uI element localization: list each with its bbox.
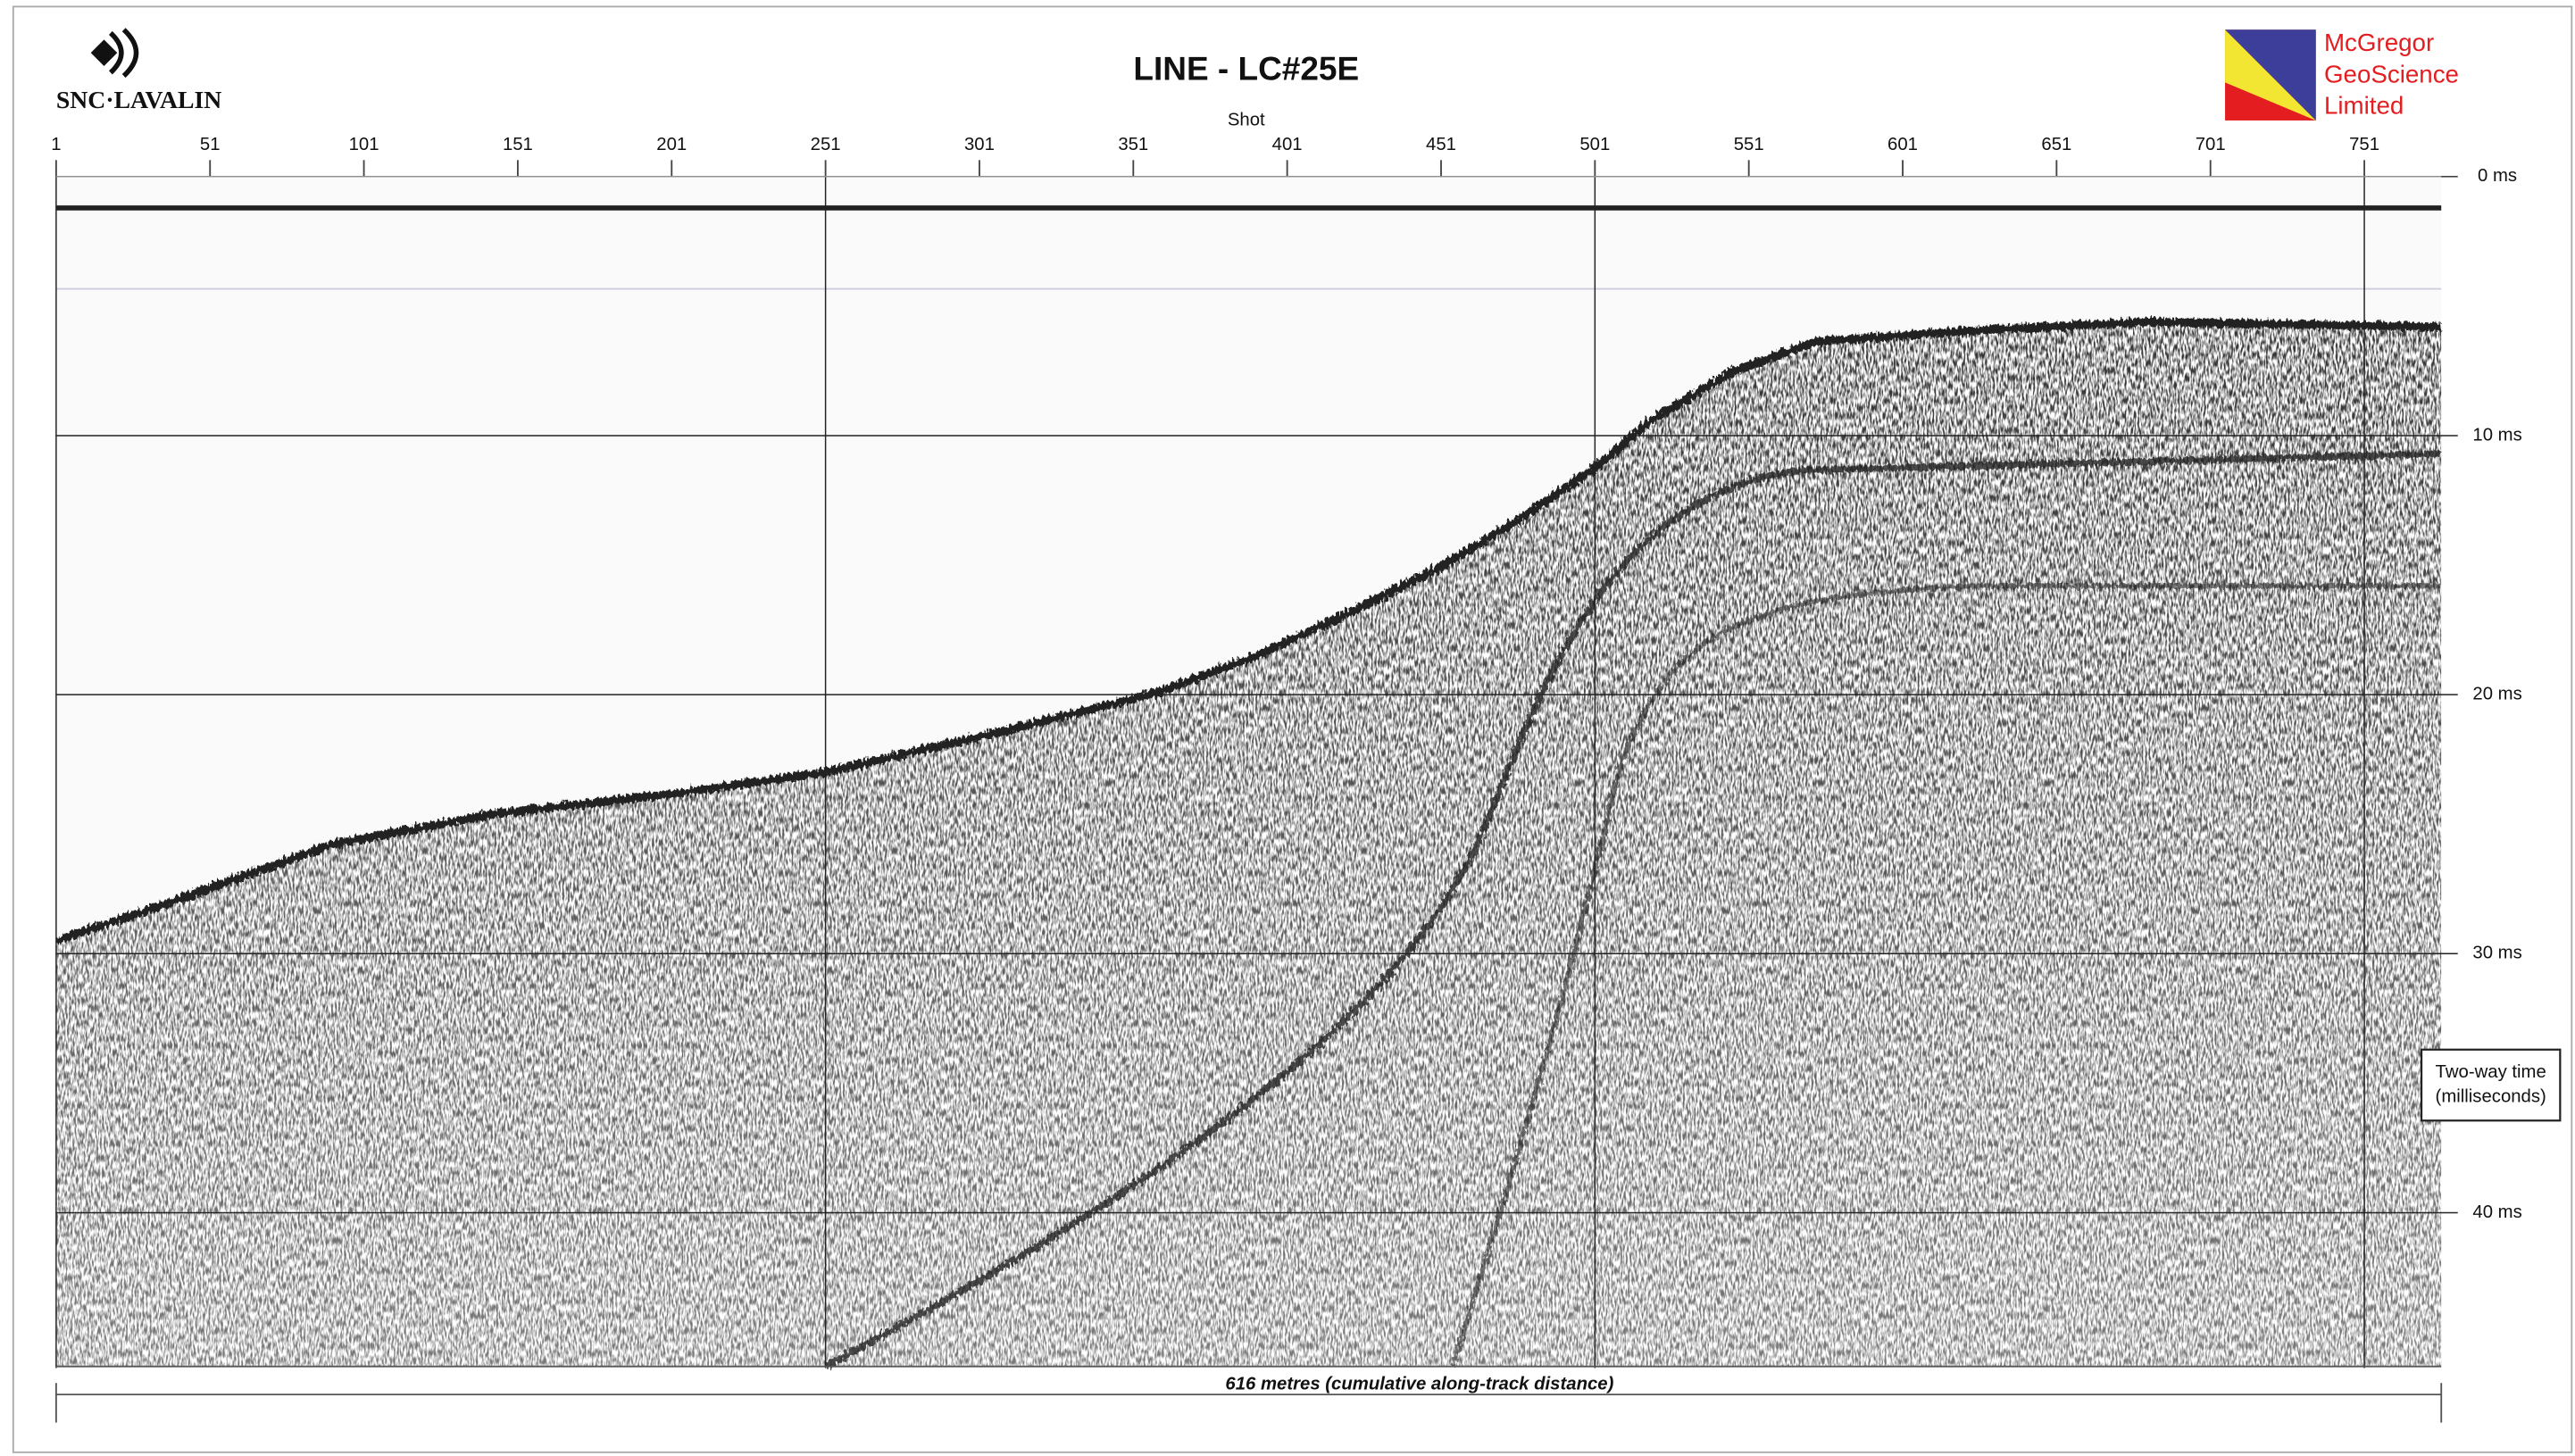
seismic-figure: 1511011512012513013514014515015516016517… [0,0,2575,1456]
x-tick-label: 101 [349,135,379,154]
x-tick-label: 1 [51,135,61,154]
x-tick-label: 751 [2349,135,2379,154]
y-tick-label: 0 ms [2478,166,2517,186]
x-tick-label: 301 [964,135,995,154]
page: 1511011512012513013514014515015516016517… [0,0,2575,1456]
footer: 616 metres (cumulative along-track dista… [1225,1374,1613,1394]
y-label-box [2421,1050,2560,1120]
x-tick-label: 701 [2196,135,2226,154]
x-tick-label: 451 [1426,135,1456,154]
mcgregor-logo: McGregor GeoScience Limited [2225,29,2459,121]
x-tick-label: 551 [1734,135,1764,154]
y-tick-label: 40 ms [2472,1202,2521,1222]
y-axis-label: Two-way time [2436,1062,2546,1082]
y-tick-label: 20 ms [2472,685,2521,704]
x-tick-label: 351 [1118,135,1148,154]
y-tick-label: 10 ms [2472,425,2521,445]
x-tick-label: 501 [1579,135,1610,154]
x-axis-label: Shot [1228,110,1265,129]
x-tick-label: 401 [1272,135,1303,154]
right-logo-text: McGregor [2324,29,2434,56]
x-tick-label: 251 [811,135,841,154]
chart-title: LINE - LC#25E [1133,50,1359,87]
x-tick-label: 651 [2041,135,2071,154]
x-tick-label: 601 [1888,135,1918,154]
x-tick-label: 51 [200,135,221,154]
left-logo-text: SNC·LAVALIN [56,86,221,113]
right-logo-text: GeoScience [2324,60,2459,87]
x-tick-label: 201 [656,135,687,154]
y-tick-label: 30 ms [2472,944,2521,963]
y-axis-label: (milliseconds) [2436,1087,2546,1107]
snc-logo: SNC·LAVALIN [56,29,221,113]
right-logo-text: Limited [2324,91,2404,119]
x-tick-label: 151 [503,135,533,154]
